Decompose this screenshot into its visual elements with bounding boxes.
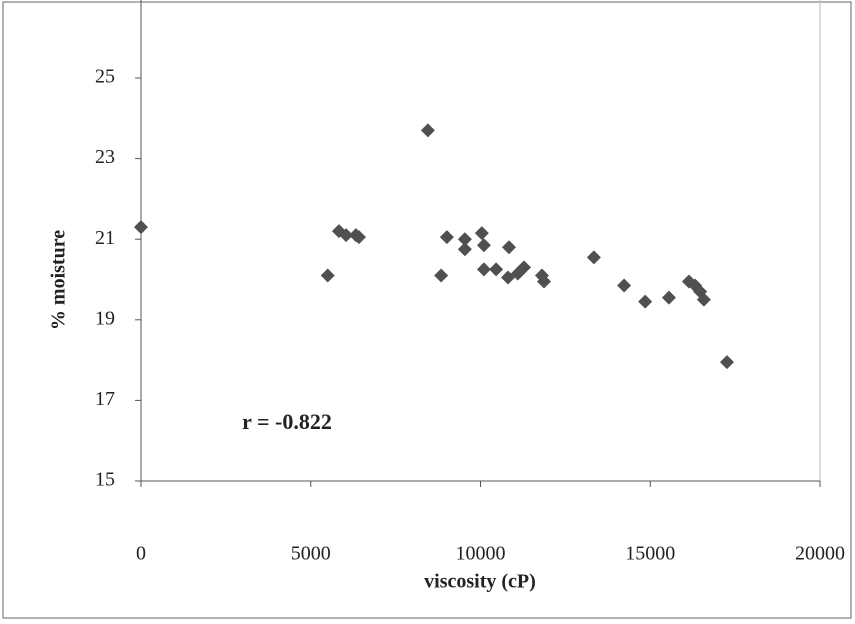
data-point — [502, 240, 517, 255]
x-tick-label: 0 — [136, 543, 146, 565]
y-tick-label: 25 — [95, 66, 115, 88]
y-tick-label: 21 — [95, 227, 115, 249]
data-point — [474, 226, 489, 241]
x-tick-label: 10000 — [456, 543, 506, 565]
y-axis-title: % moisture — [48, 230, 70, 330]
y-tick-label: 15 — [95, 469, 115, 491]
x-tick-label: 5000 — [291, 543, 331, 565]
data-point — [586, 250, 601, 265]
data-point — [536, 274, 551, 289]
y-tick-label: 17 — [95, 388, 115, 410]
data-point — [516, 260, 531, 275]
data-point — [457, 232, 472, 247]
data-point — [434, 268, 449, 283]
data-point — [134, 220, 148, 235]
data-point — [476, 238, 491, 253]
data-point — [320, 268, 335, 283]
data-point — [439, 230, 454, 245]
data-point — [617, 278, 632, 293]
x-tick-label: 20000 — [795, 543, 845, 565]
data-point — [420, 123, 435, 138]
x-tick-label: 15000 — [625, 543, 675, 565]
data-point — [457, 242, 472, 257]
y-tick-label: 19 — [95, 307, 115, 329]
annotation: r = -0.822 — [242, 409, 332, 434]
data-point — [638, 294, 653, 309]
data-point — [719, 355, 734, 370]
x-axis-title: viscosity (cP) — [424, 571, 536, 593]
data-point — [696, 292, 711, 307]
data-point — [476, 262, 491, 277]
data-point — [339, 228, 354, 243]
data-point — [351, 230, 366, 245]
data-point — [489, 262, 504, 277]
data-point — [661, 290, 676, 305]
y-tick-label: 23 — [95, 146, 115, 168]
